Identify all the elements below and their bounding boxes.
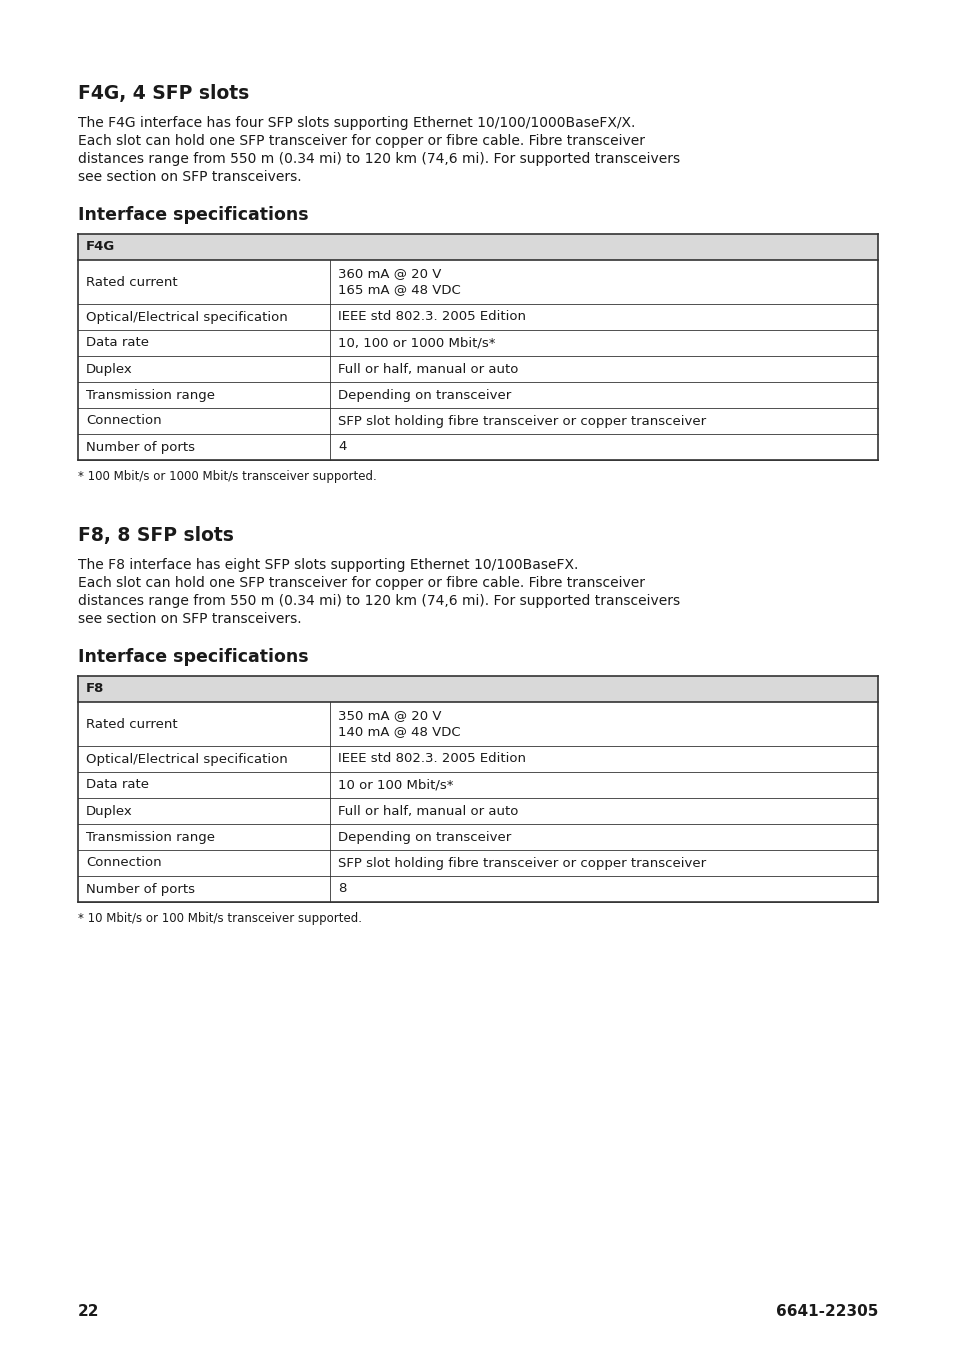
Text: F4G, 4 SFP slots: F4G, 4 SFP slots (78, 84, 249, 103)
Text: Rated current: Rated current (86, 275, 177, 288)
Text: Optical/Electrical specification: Optical/Electrical specification (86, 310, 288, 324)
Text: Connection: Connection (86, 857, 161, 869)
Text: 4: 4 (337, 440, 346, 454)
Bar (78, 676, 877, 701)
Text: 350 mA @ 20 V: 350 mA @ 20 V (337, 709, 441, 723)
Text: Depending on transceiver: Depending on transceiver (337, 830, 511, 844)
Text: Transmission range: Transmission range (86, 830, 214, 844)
Text: distances range from 550 m (0.34 mi) to 120 km (74,6 mi). For supported transcei: distances range from 550 m (0.34 mi) to … (78, 152, 679, 167)
Text: Full or half, manual or auto: Full or half, manual or auto (337, 804, 517, 818)
Text: Depending on transceiver: Depending on transceiver (337, 389, 511, 402)
Text: see section on SFP transceivers.: see section on SFP transceivers. (78, 171, 301, 184)
Text: * 10 Mbit/s or 100 Mbit/s transceiver supported.: * 10 Mbit/s or 100 Mbit/s transceiver su… (78, 913, 361, 925)
Text: SFP slot holding fibre transceiver or copper transceiver: SFP slot holding fibre transceiver or co… (337, 414, 705, 428)
Text: Each slot can hold one SFP transceiver for copper or fibre cable. Fibre transcei: Each slot can hold one SFP transceiver f… (78, 575, 644, 590)
Text: Data rate: Data rate (86, 779, 149, 792)
Text: Connection: Connection (86, 414, 161, 428)
Text: Data rate: Data rate (86, 337, 149, 349)
Text: * 100 Mbit/s or 1000 Mbit/s transceiver supported.: * 100 Mbit/s or 1000 Mbit/s transceiver … (78, 470, 376, 483)
Text: SFP slot holding fibre transceiver or copper transceiver: SFP slot holding fibre transceiver or co… (337, 857, 705, 869)
Text: 10 or 100 Mbit/s*: 10 or 100 Mbit/s* (337, 779, 453, 792)
Text: F8, 8 SFP slots: F8, 8 SFP slots (78, 525, 233, 546)
Text: IEEE std 802.3. 2005 Edition: IEEE std 802.3. 2005 Edition (337, 310, 525, 324)
Text: Duplex: Duplex (86, 804, 132, 818)
Text: The F8 interface has eight SFP slots supporting Ethernet 10/100BaseFX.: The F8 interface has eight SFP slots sup… (78, 558, 578, 571)
Text: Optical/Electrical specification: Optical/Electrical specification (86, 753, 288, 765)
Text: Number of ports: Number of ports (86, 440, 194, 454)
Text: Rated current: Rated current (86, 718, 177, 731)
Text: Each slot can hold one SFP transceiver for copper or fibre cable. Fibre transcei: Each slot can hold one SFP transceiver f… (78, 134, 644, 148)
Text: Interface specifications: Interface specifications (78, 206, 309, 223)
Text: Duplex: Duplex (86, 363, 132, 375)
Text: IEEE std 802.3. 2005 Edition: IEEE std 802.3. 2005 Edition (337, 753, 525, 765)
Text: 10, 100 or 1000 Mbit/s*: 10, 100 or 1000 Mbit/s* (337, 337, 495, 349)
Text: Transmission range: Transmission range (86, 389, 214, 402)
Bar (78, 676, 877, 902)
Text: 140 mA @ 48 VDC: 140 mA @ 48 VDC (337, 726, 460, 738)
Text: F4G: F4G (86, 241, 115, 253)
Text: distances range from 550 m (0.34 mi) to 120 km (74,6 mi). For supported transcei: distances range from 550 m (0.34 mi) to … (78, 594, 679, 608)
Text: Number of ports: Number of ports (86, 883, 194, 895)
Text: Full or half, manual or auto: Full or half, manual or auto (337, 363, 517, 375)
Text: The F4G interface has four SFP slots supporting Ethernet 10/100/1000BaseFX/X.: The F4G interface has four SFP slots sup… (78, 116, 635, 130)
Text: Interface specifications: Interface specifications (78, 649, 309, 666)
Bar (78, 234, 877, 460)
Text: F8: F8 (86, 682, 104, 696)
Text: 360 mA @ 20 V: 360 mA @ 20 V (337, 268, 441, 280)
Bar (78, 234, 877, 260)
Text: see section on SFP transceivers.: see section on SFP transceivers. (78, 612, 301, 626)
Text: 165 mA @ 48 VDC: 165 mA @ 48 VDC (337, 283, 460, 297)
Text: 22: 22 (78, 1304, 99, 1320)
Text: 6641-22305: 6641-22305 (775, 1304, 877, 1320)
Text: 8: 8 (337, 883, 346, 895)
